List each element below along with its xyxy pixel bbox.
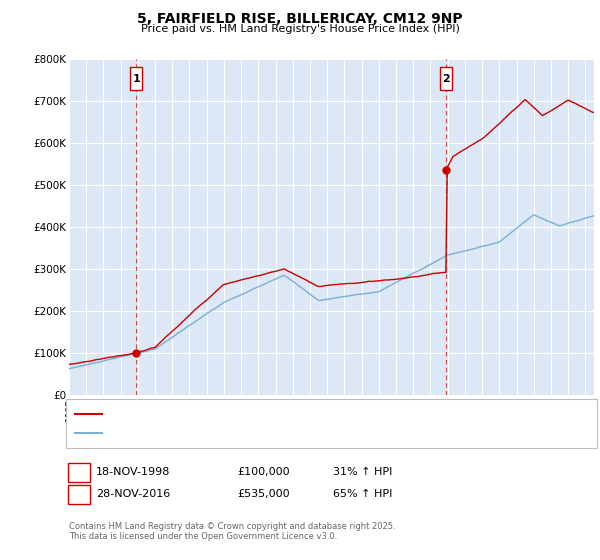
- Text: 65% ↑ HPI: 65% ↑ HPI: [333, 489, 392, 500]
- Text: 1: 1: [132, 74, 140, 84]
- Text: £535,000: £535,000: [237, 489, 290, 500]
- Text: Contains HM Land Registry data © Crown copyright and database right 2025.
This d: Contains HM Land Registry data © Crown c…: [69, 522, 395, 542]
- Text: HPI: Average price, semi-detached house, Basildon: HPI: Average price, semi-detached house,…: [108, 428, 358, 438]
- Text: 2: 2: [442, 74, 450, 84]
- Text: Price paid vs. HM Land Registry's House Price Index (HPI): Price paid vs. HM Land Registry's House …: [140, 24, 460, 34]
- Text: 18-NOV-1998: 18-NOV-1998: [96, 467, 170, 477]
- Text: 5, FAIRFIELD RISE, BILLERICAY, CM12 9NP (semi-detached house): 5, FAIRFIELD RISE, BILLERICAY, CM12 9NP …: [108, 409, 428, 419]
- FancyBboxPatch shape: [130, 67, 142, 90]
- Text: 31% ↑ HPI: 31% ↑ HPI: [333, 467, 392, 477]
- Text: 5, FAIRFIELD RISE, BILLERICAY, CM12 9NP: 5, FAIRFIELD RISE, BILLERICAY, CM12 9NP: [137, 12, 463, 26]
- FancyBboxPatch shape: [440, 67, 452, 90]
- Text: 28-NOV-2016: 28-NOV-2016: [96, 489, 170, 500]
- Text: £100,000: £100,000: [237, 467, 290, 477]
- Text: 2: 2: [75, 489, 83, 500]
- Text: 1: 1: [75, 467, 83, 477]
